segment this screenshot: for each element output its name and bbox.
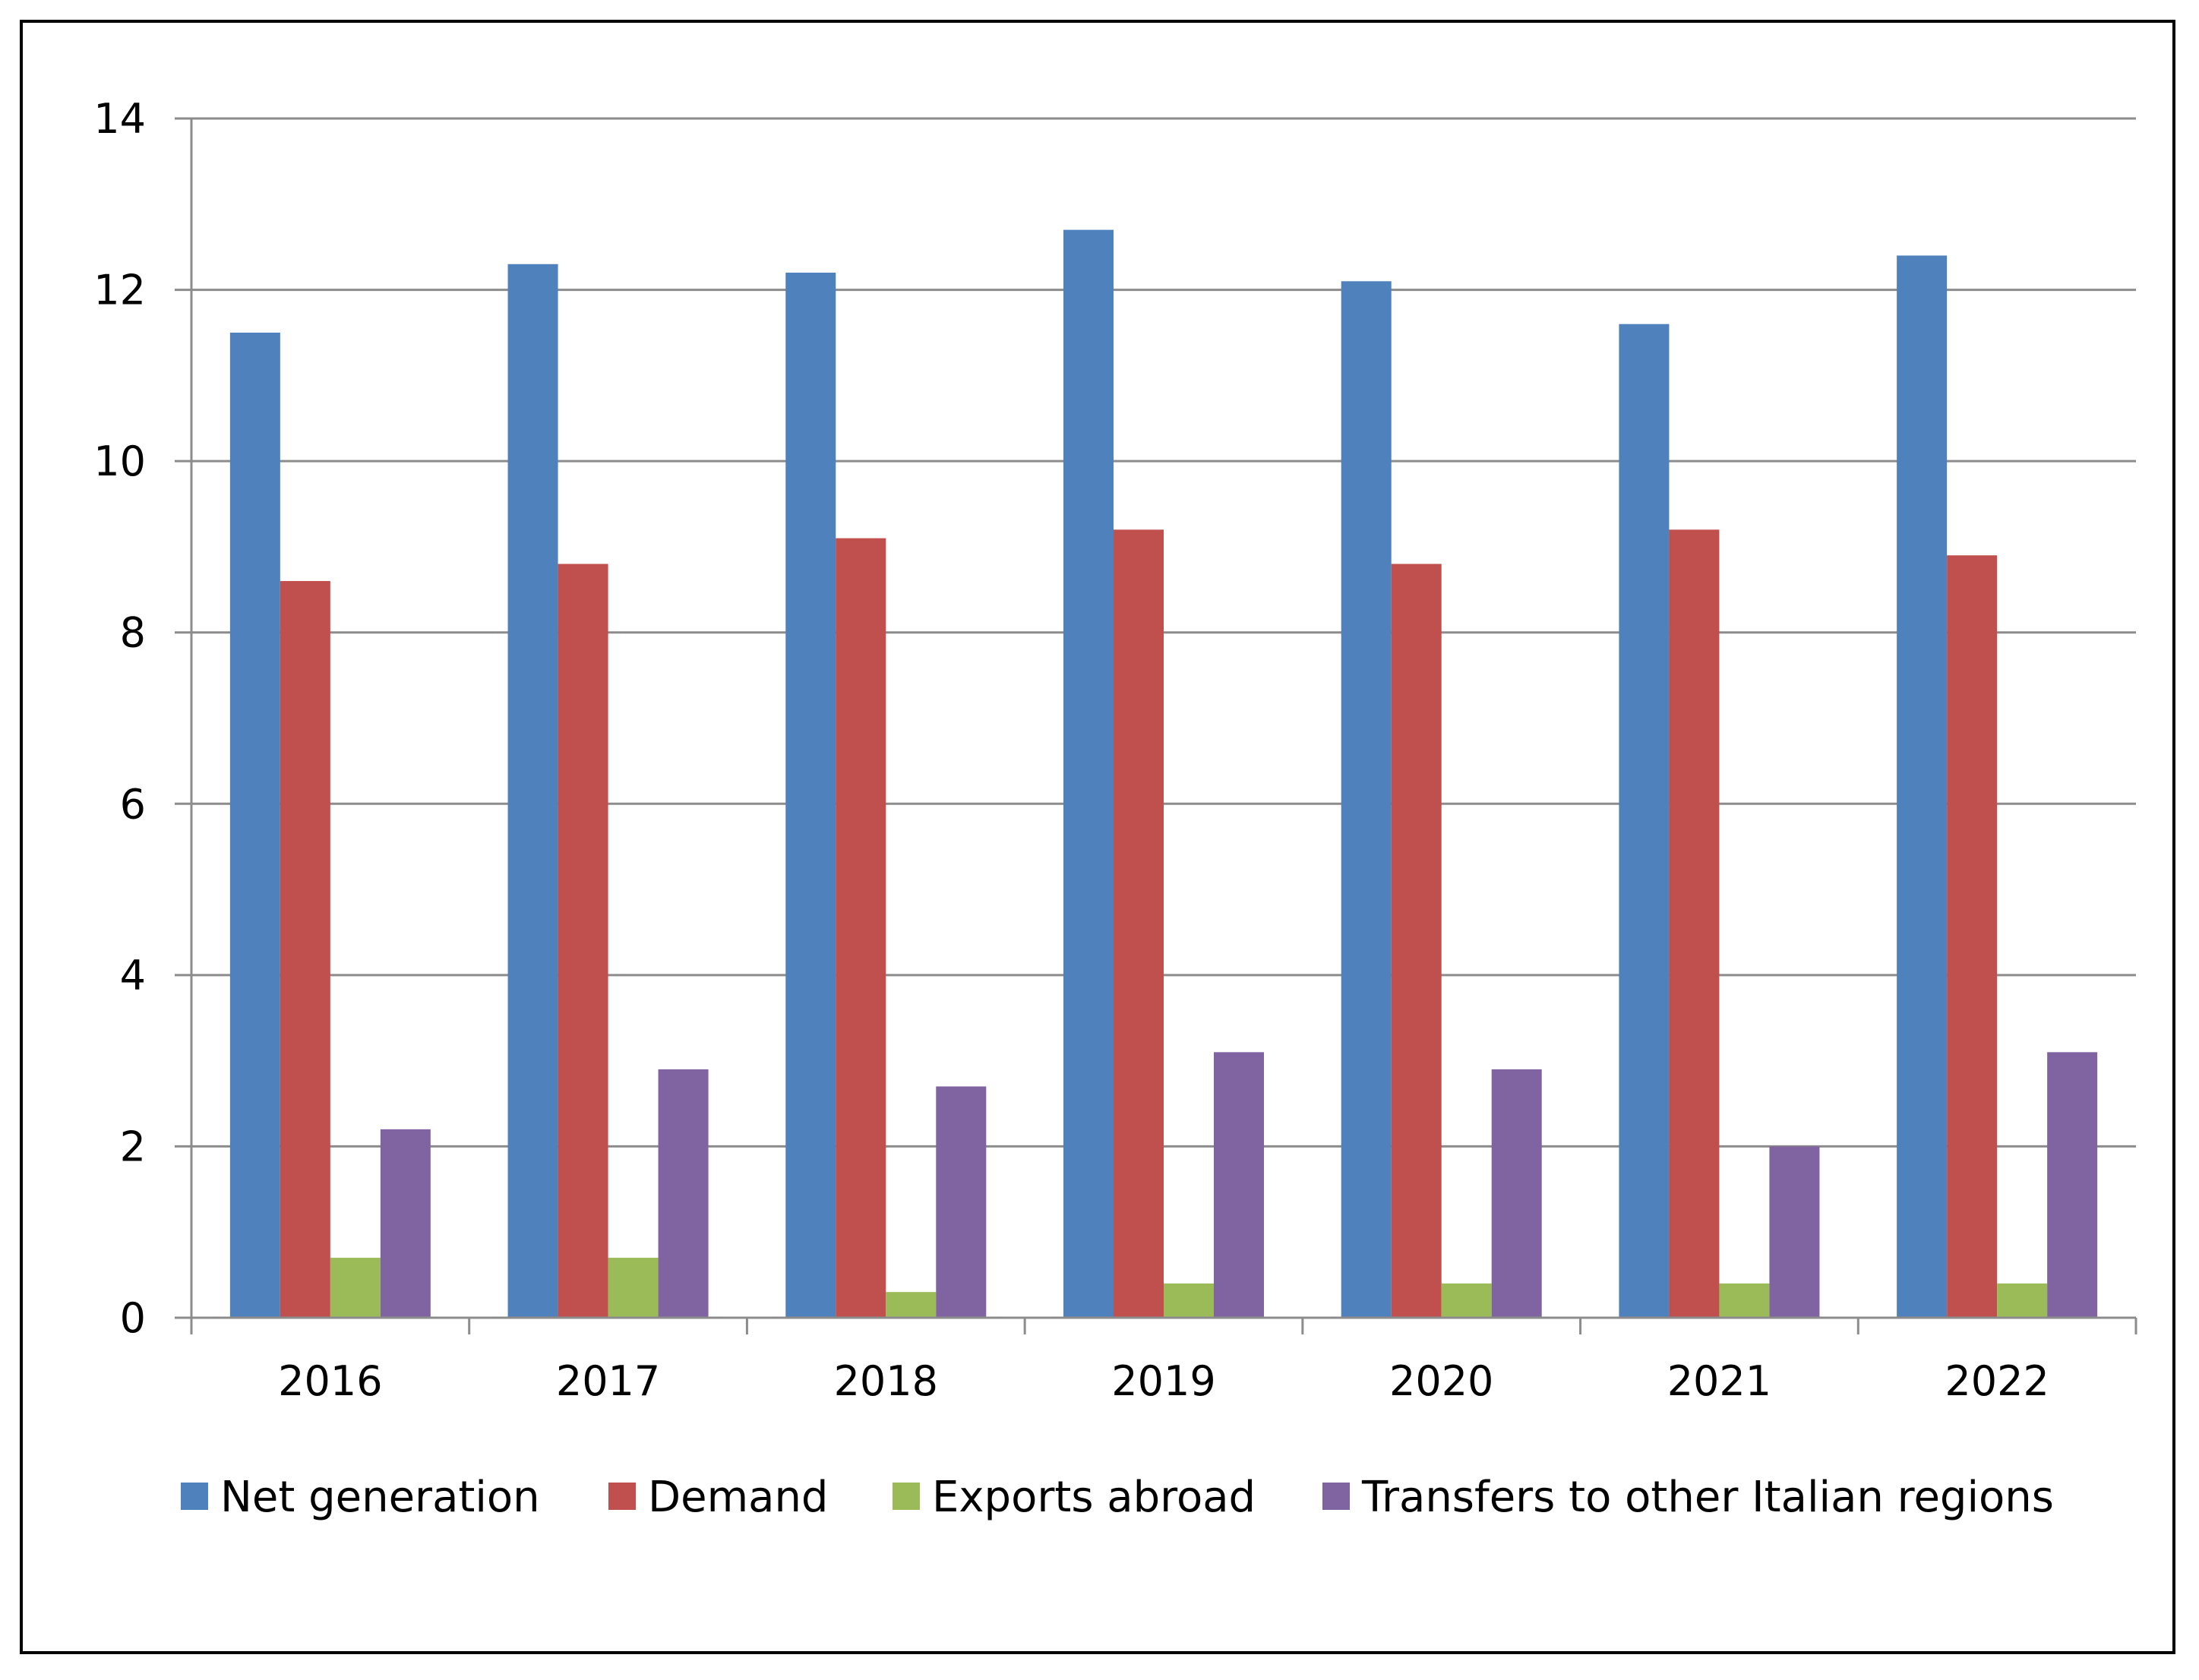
y-tick-label: 14 xyxy=(93,95,146,143)
bar-exports-abroad-2018 xyxy=(886,1292,937,1318)
legend: Net generation Demand Exports abroad Transf… xyxy=(181,1473,2054,1522)
bar-net-generation-2016 xyxy=(229,332,280,1318)
legend-label: Transfers to other Italian regions xyxy=(1361,1473,2054,1522)
bar-demand-2020 xyxy=(1391,564,1442,1318)
bar-net-generation-2018 xyxy=(785,273,836,1318)
x-tick-label: 2018 xyxy=(834,1357,938,1405)
bar-net-generation-2019 xyxy=(1063,229,1114,1318)
x-tick-label: 2016 xyxy=(278,1357,382,1405)
bar-exports-abroad-2016 xyxy=(330,1258,381,1318)
bar-exports-abroad-2021 xyxy=(1719,1283,1770,1318)
legend-swatch xyxy=(608,1483,636,1510)
bars xyxy=(229,229,2098,1318)
y-tick-label: 6 xyxy=(120,780,146,828)
y-tick-label: 10 xyxy=(93,437,146,485)
bar-transfers-to-other-italian-regions-2017 xyxy=(658,1069,709,1318)
x-tick-label: 2022 xyxy=(1945,1357,2049,1405)
bar-net-generation-2022 xyxy=(1897,255,1948,1318)
bar-net-generation-2020 xyxy=(1341,281,1392,1318)
x-tick-label: 2021 xyxy=(1667,1357,1771,1405)
bar-demand-2022 xyxy=(1947,555,1998,1318)
legend-swatch xyxy=(893,1483,920,1510)
y-tick-label: 4 xyxy=(120,952,146,999)
bar-transfers-to-other-italian-regions-2016 xyxy=(380,1129,431,1318)
x-tick-label: 2017 xyxy=(556,1357,660,1405)
legend-swatch xyxy=(1322,1483,1350,1510)
bar-demand-2017 xyxy=(558,564,608,1318)
bar-net-generation-2021 xyxy=(1619,324,1670,1318)
bar-transfers-to-other-italian-regions-2022 xyxy=(2047,1052,2098,1318)
y-tick-label: 8 xyxy=(120,609,146,657)
legend-label: Exports abroad xyxy=(932,1473,1256,1522)
bar-demand-2016 xyxy=(280,581,330,1318)
y-tick-label: 12 xyxy=(93,267,146,314)
legend-label: Net generation xyxy=(220,1473,540,1522)
legend-label: Demand xyxy=(648,1473,828,1522)
bar-demand-2019 xyxy=(1114,529,1164,1318)
x-tick-label: 2020 xyxy=(1389,1357,1493,1405)
y-tick-label: 0 xyxy=(120,1294,146,1342)
bar-transfers-to-other-italian-regions-2020 xyxy=(1491,1069,1542,1318)
bar-exports-abroad-2022 xyxy=(1997,1283,2048,1318)
bar-demand-2018 xyxy=(836,538,886,1318)
y-tick-label: 2 xyxy=(120,1123,146,1170)
axes: 0 2 4 6 8 10 12 14 2016 2017 2018 2019 2020 2021 2022 xyxy=(93,95,2137,1405)
legend-swatch xyxy=(181,1483,208,1510)
bar-exports-abroad-2019 xyxy=(1164,1283,1214,1318)
bar-net-generation-2017 xyxy=(507,264,558,1318)
bar-exports-abroad-2017 xyxy=(608,1258,659,1318)
bar-demand-2021 xyxy=(1669,529,1720,1318)
bar-transfers-to-other-italian-regions-2021 xyxy=(1769,1146,1820,1318)
bar-transfers-to-other-italian-regions-2019 xyxy=(1214,1052,1264,1318)
x-tick-label: 2019 xyxy=(1111,1357,1215,1405)
bar-exports-abroad-2020 xyxy=(1441,1283,1492,1318)
bar-transfers-to-other-italian-regions-2018 xyxy=(936,1086,987,1318)
